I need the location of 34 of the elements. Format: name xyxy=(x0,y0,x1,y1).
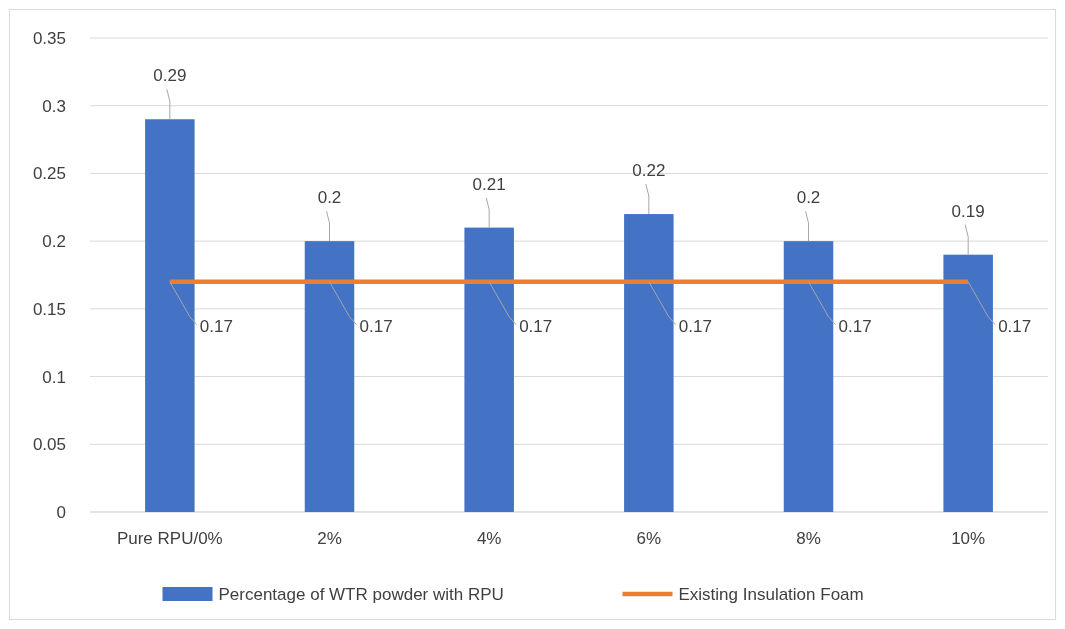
y-tick-label: 0.35 xyxy=(32,28,66,48)
data-label: 0.17 xyxy=(519,316,553,336)
data-label: 0.17 xyxy=(359,316,393,336)
data-label: 0.2 xyxy=(796,188,821,208)
bar xyxy=(464,227,514,512)
y-tick-label: 0.05 xyxy=(32,435,66,455)
x-tick-label: 4% xyxy=(476,529,502,548)
bar xyxy=(943,254,993,512)
x-tick-label: 10% xyxy=(951,529,986,548)
legend-label: Existing Insulation Foam xyxy=(678,584,864,604)
data-label: 0.19 xyxy=(951,201,985,221)
data-label: 0.2 xyxy=(317,188,342,208)
x-tick-label: 6% xyxy=(636,529,662,548)
y-tick-label: 0.15 xyxy=(32,299,66,319)
y-tick-label: 0.25 xyxy=(32,164,66,184)
data-label: 0.22 xyxy=(632,161,666,181)
y-tick-label: 0.1 xyxy=(42,367,66,387)
data-label: 0.21 xyxy=(472,174,506,194)
data-label: 0.29 xyxy=(153,66,187,86)
bar xyxy=(145,119,195,512)
y-tick-label: 0.3 xyxy=(42,96,66,116)
data-label: 0.17 xyxy=(199,316,233,336)
y-tick-label: 0.2 xyxy=(42,232,66,252)
bar xyxy=(624,214,674,512)
bar xyxy=(783,241,834,512)
x-tick-label: Pure RPU/0% xyxy=(116,529,223,548)
x-tick-label: 8% xyxy=(796,529,821,548)
legend-label: Percentage of WTR powder with RPU xyxy=(218,584,504,604)
data-label: 0.17 xyxy=(678,316,712,336)
y-tick-label: 0 xyxy=(56,502,66,522)
x-tick-label: 2% xyxy=(317,529,342,548)
data-label: 0.17 xyxy=(838,316,872,336)
data-label: 0.17 xyxy=(998,316,1032,336)
bar xyxy=(304,241,355,512)
